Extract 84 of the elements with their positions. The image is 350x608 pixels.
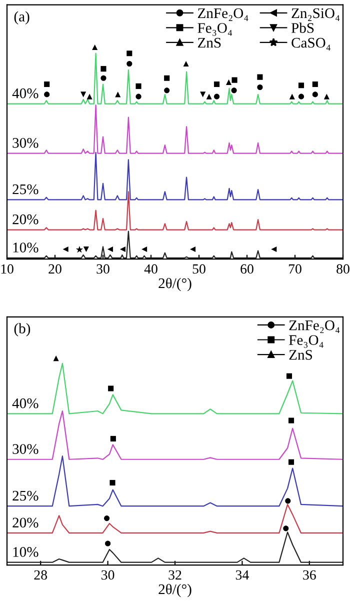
series-label: 30% <box>12 444 38 454</box>
x-tick-label: 10 <box>1 264 14 274</box>
series-label: 25% <box>12 184 38 194</box>
text: (b) <box>14 323 30 336</box>
point <box>190 246 196 252</box>
point <box>110 436 116 442</box>
point <box>164 75 170 81</box>
point <box>231 88 237 94</box>
point <box>257 84 263 90</box>
series-label: 25% <box>12 490 38 501</box>
point <box>285 498 291 504</box>
point <box>76 246 84 253</box>
legend-label: Fe₃O₄ <box>289 335 324 348</box>
point <box>312 92 318 98</box>
point <box>214 82 220 88</box>
point <box>62 246 68 252</box>
text: (a) <box>14 11 30 24</box>
point <box>126 60 132 67</box>
point <box>108 386 114 392</box>
point <box>83 246 89 252</box>
point <box>286 373 292 379</box>
series-label: 10% <box>13 547 38 557</box>
legend-label: Fe₃O₄ <box>198 23 232 36</box>
point <box>206 94 212 100</box>
point <box>92 44 98 50</box>
point <box>105 540 111 546</box>
point <box>289 94 295 100</box>
point <box>226 79 232 85</box>
point <box>100 66 106 72</box>
point <box>136 83 142 89</box>
point <box>324 94 330 100</box>
series-label: 40% <box>12 88 38 98</box>
point <box>100 75 106 81</box>
point <box>44 92 50 98</box>
point <box>136 94 142 100</box>
legend-label: PbS <box>291 22 314 33</box>
point <box>110 480 116 486</box>
x-tick-label: 30 <box>102 570 114 580</box>
x-tick-label: 28 <box>34 570 48 580</box>
series-label: 30% <box>12 138 38 148</box>
point <box>288 459 294 465</box>
point <box>44 82 50 88</box>
point <box>53 356 59 362</box>
legend-label: ZnS <box>198 38 221 48</box>
x-tick-label: 20 <box>48 264 62 274</box>
x-tick-label: 34 <box>236 570 249 580</box>
point <box>86 94 92 100</box>
series-label: 10% <box>13 242 38 252</box>
x-axis-title: 2θ/(°) <box>158 278 192 292</box>
point <box>126 50 132 56</box>
legend-label: Zn₂SiO₄ <box>292 8 340 21</box>
series-label: 20% <box>12 518 38 528</box>
legend-label: ZnS <box>289 350 312 360</box>
legend-label: ZnFe₂O₄ <box>198 8 248 21</box>
point <box>271 246 277 252</box>
point <box>107 246 113 252</box>
x-tick-label: 60 <box>240 264 254 274</box>
legend-label: CaSO₄ <box>292 38 330 50</box>
x-tick-label: 30 <box>96 264 110 274</box>
point <box>200 92 206 98</box>
x-tick-label: 40 <box>144 264 158 274</box>
series-label: 20% <box>12 214 38 224</box>
x-tick-label: 50 <box>192 264 206 274</box>
point <box>283 526 289 532</box>
point <box>232 77 238 83</box>
point <box>183 60 189 67</box>
x-tick-label: 32 <box>168 570 182 580</box>
point <box>104 516 110 522</box>
x-tick-label: 70 <box>288 264 302 274</box>
point <box>312 82 318 88</box>
point <box>80 92 86 98</box>
series-label: 40% <box>12 398 38 408</box>
x-axis-title: 2θ/(°) <box>158 584 192 598</box>
point <box>288 418 294 424</box>
point <box>214 94 220 100</box>
x-tick-label: 36 <box>303 570 316 580</box>
point <box>257 74 263 80</box>
point <box>164 88 170 94</box>
legend-label: ZnFe₂O₄ <box>289 320 340 334</box>
point <box>298 94 304 100</box>
point <box>142 246 148 252</box>
point <box>298 82 304 88</box>
x-tick-label: 80 <box>336 264 350 274</box>
point <box>120 246 126 252</box>
